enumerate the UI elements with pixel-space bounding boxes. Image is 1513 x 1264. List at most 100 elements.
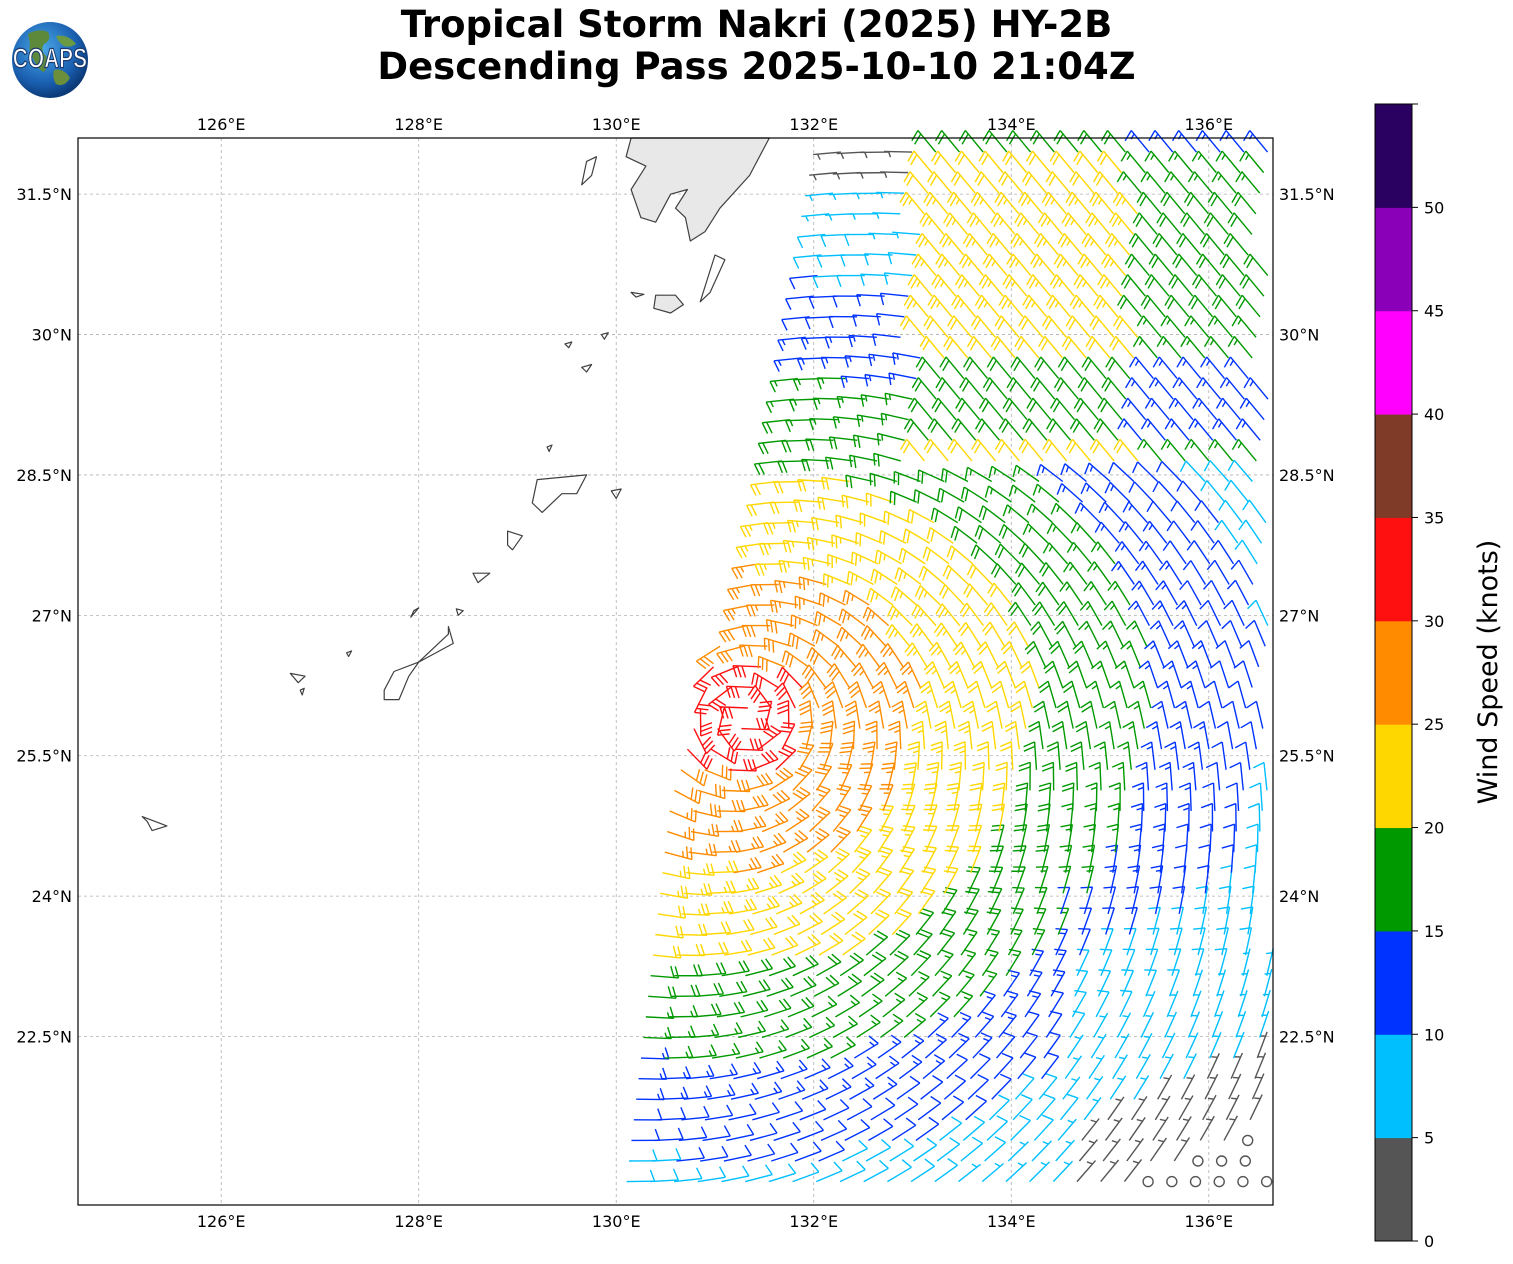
- wind-barb: [1176, 356, 1202, 379]
- wind-barb: [870, 888, 892, 915]
- wind-barb: [828, 315, 858, 329]
- wind-barb: [731, 877, 760, 895]
- colorbar-segment: [1375, 724, 1412, 829]
- wind-barb: [745, 604, 775, 617]
- wind-barb: [990, 680, 1010, 709]
- wind-barb: [974, 418, 1001, 441]
- wind-barb: [835, 784, 852, 812]
- wind-barb: [1242, 499, 1267, 524]
- wind-barb: [974, 171, 1000, 194]
- wind-barb: [922, 1054, 946, 1080]
- wind-barb: [796, 233, 826, 249]
- wind-barb: [1204, 680, 1223, 709]
- wind-barb: [1097, 397, 1123, 421]
- wind-barb: [931, 397, 957, 421]
- wind-barb: [934, 130, 960, 153]
- tokara-island-4: [546, 444, 553, 453]
- wind-barb: [889, 490, 917, 506]
- wind-barb: [1174, 700, 1193, 729]
- wind-barb: [792, 1162, 820, 1183]
- wind-barb: [1118, 521, 1144, 544]
- wind-barb: [891, 908, 912, 935]
- wind-barb: [875, 1055, 900, 1080]
- wind-barb: [1225, 782, 1240, 811]
- wind-barb: [1057, 1118, 1077, 1141]
- wind-barb: [1136, 315, 1162, 338]
- colorbar-segment: [1375, 1137, 1412, 1242]
- wind-barb: [681, 1105, 710, 1121]
- wind-barb: [876, 191, 905, 199]
- wind-barb: [1069, 294, 1095, 318]
- wind-barb: [1074, 969, 1089, 997]
- wind-barb: [1120, 150, 1146, 174]
- wind-barb: [664, 1045, 694, 1059]
- wind-barb: [809, 1016, 836, 1039]
- wind-barb: [1080, 482, 1107, 503]
- wind-barb: [655, 925, 684, 939]
- wind-barb: [1102, 907, 1115, 935]
- wind-barb: [1033, 700, 1051, 729]
- wind-barb: [1117, 418, 1143, 441]
- wind-barb: [1168, 274, 1194, 297]
- wind-barb: [735, 1041, 764, 1059]
- wind-barb: [773, 914, 801, 936]
- wind-barb: [1189, 1175, 1202, 1188]
- wind-barb: [629, 1149, 658, 1162]
- wind-barb: [985, 700, 1003, 729]
- tonaki-island: [299, 687, 305, 696]
- wind-barb: [786, 519, 816, 533]
- wind-barb: [853, 825, 873, 853]
- wind-barb: [749, 480, 779, 496]
- wind-barb: [896, 1075, 921, 1100]
- wind-barb: [1073, 150, 1099, 174]
- colorbar-tick-label: 50: [1424, 198, 1444, 217]
- wind-barb: [716, 1001, 746, 1018]
- wind-barb: [958, 1163, 981, 1183]
- lon-tick-label-bottom: 126°E: [197, 1212, 246, 1231]
- wind-barb: [757, 439, 787, 455]
- wind-barb: [947, 661, 969, 688]
- wind-barb: [1186, 540, 1211, 565]
- wind-barb: [1018, 438, 1044, 462]
- wind-barb: [903, 418, 929, 441]
- wind-barb: [1144, 397, 1170, 421]
- wind-barb: [887, 950, 909, 977]
- wind-barb: [919, 212, 945, 235]
- wind-barb: [1135, 761, 1150, 791]
- wind-barb: [1186, 660, 1206, 688]
- wind-barb: [839, 741, 855, 770]
- axis-ticks: 126°E 126°E 128°E 128°E 130°E 130°E 132°E 132°E…: [16, 115, 1334, 1231]
- wind-barb: [1002, 397, 1028, 421]
- wind-barb: [650, 1168, 679, 1183]
- wind-barb: [880, 643, 904, 668]
- wind-barb: [852, 192, 881, 200]
- wind-barb: [968, 803, 983, 832]
- wind-barb: [825, 1078, 852, 1100]
- wind-barb: [774, 579, 803, 594]
- wind-barb: [1021, 171, 1047, 194]
- wind-barb: [1112, 191, 1138, 215]
- wind-barb: [911, 377, 937, 400]
- wind-barb: [946, 782, 960, 812]
- wind-barb: [799, 1100, 827, 1121]
- wind-barb: [1140, 741, 1156, 770]
- wind-barb: [830, 826, 851, 853]
- wind-barb: [757, 853, 785, 874]
- wind-barb: [1114, 660, 1135, 688]
- wind-barb: [950, 525, 978, 544]
- wind-barb: [1240, 969, 1250, 997]
- wind-barb: [1206, 1052, 1220, 1079]
- wind-barb: [908, 971, 930, 997]
- wind-barb: [930, 507, 959, 524]
- lon-tick-label-bottom: 128°E: [394, 1212, 443, 1231]
- wind-barb: [998, 1011, 1017, 1038]
- wind-barb: [946, 191, 972, 215]
- wind-barb: [693, 687, 711, 715]
- wind-barb: [764, 789, 791, 812]
- wind-barb: [1000, 741, 1014, 770]
- wind-barb: [982, 377, 1008, 400]
- wind-barb: [1049, 150, 1075, 174]
- wind-barb: [741, 717, 771, 731]
- wind-barb: [1239, 1155, 1252, 1167]
- wind-barb: [1158, 560, 1183, 585]
